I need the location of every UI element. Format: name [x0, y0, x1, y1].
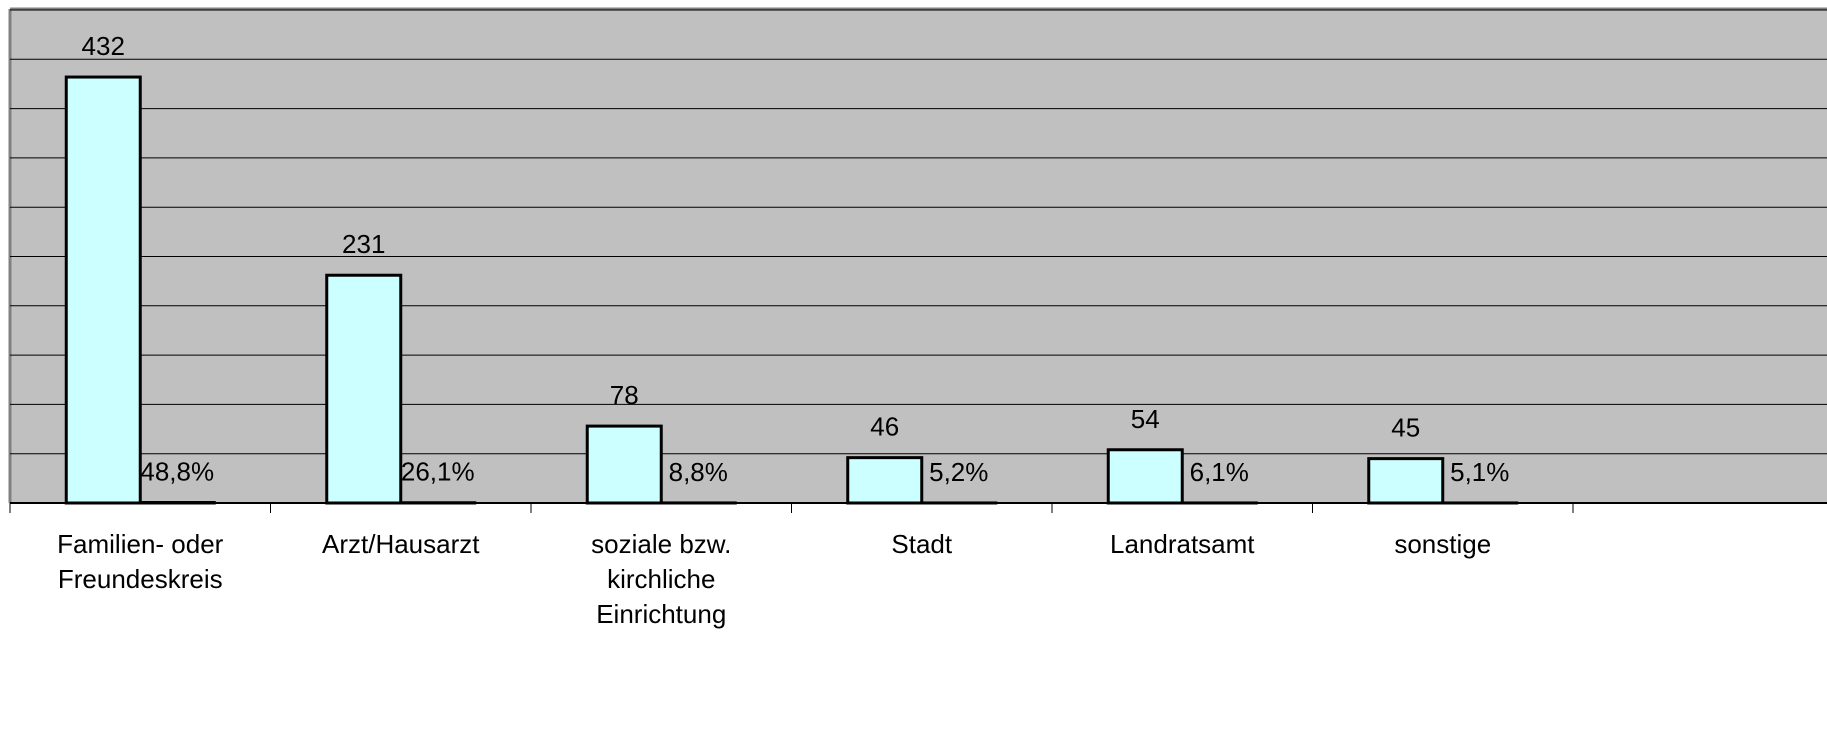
value-label: 54 [1131, 404, 1160, 434]
value-label: 48,8% [140, 457, 214, 487]
x-tick-label: Landratsamt [1109, 529, 1255, 559]
value-label: 432 [82, 31, 125, 61]
value-label: 45 [1391, 413, 1420, 443]
x-tick-label: soziale bzw. kirchliche Einrichtung [591, 529, 732, 629]
x-tick-label: sonstige [1394, 529, 1492, 559]
x-tick-label: Arzt/Hausarzt [322, 529, 480, 559]
x-tick-label: Stadt [891, 529, 953, 559]
bar [325, 273, 403, 505]
bar [1367, 457, 1445, 505]
bar [1106, 448, 1184, 505]
value-label: 5,2% [929, 457, 988, 487]
value-label: 231 [342, 229, 385, 259]
value-label: 46 [870, 412, 899, 442]
bar [585, 424, 663, 505]
x-tick-label: Familien- oder Freundeskreis [57, 529, 224, 594]
value-label: 78 [610, 380, 639, 410]
value-label: 5,1% [1450, 457, 1509, 487]
bar [846, 456, 924, 505]
value-label: 26,1% [401, 457, 475, 487]
value-label: 8,8% [669, 457, 728, 487]
value-label: 6,1% [1190, 457, 1249, 487]
bar [64, 75, 142, 505]
